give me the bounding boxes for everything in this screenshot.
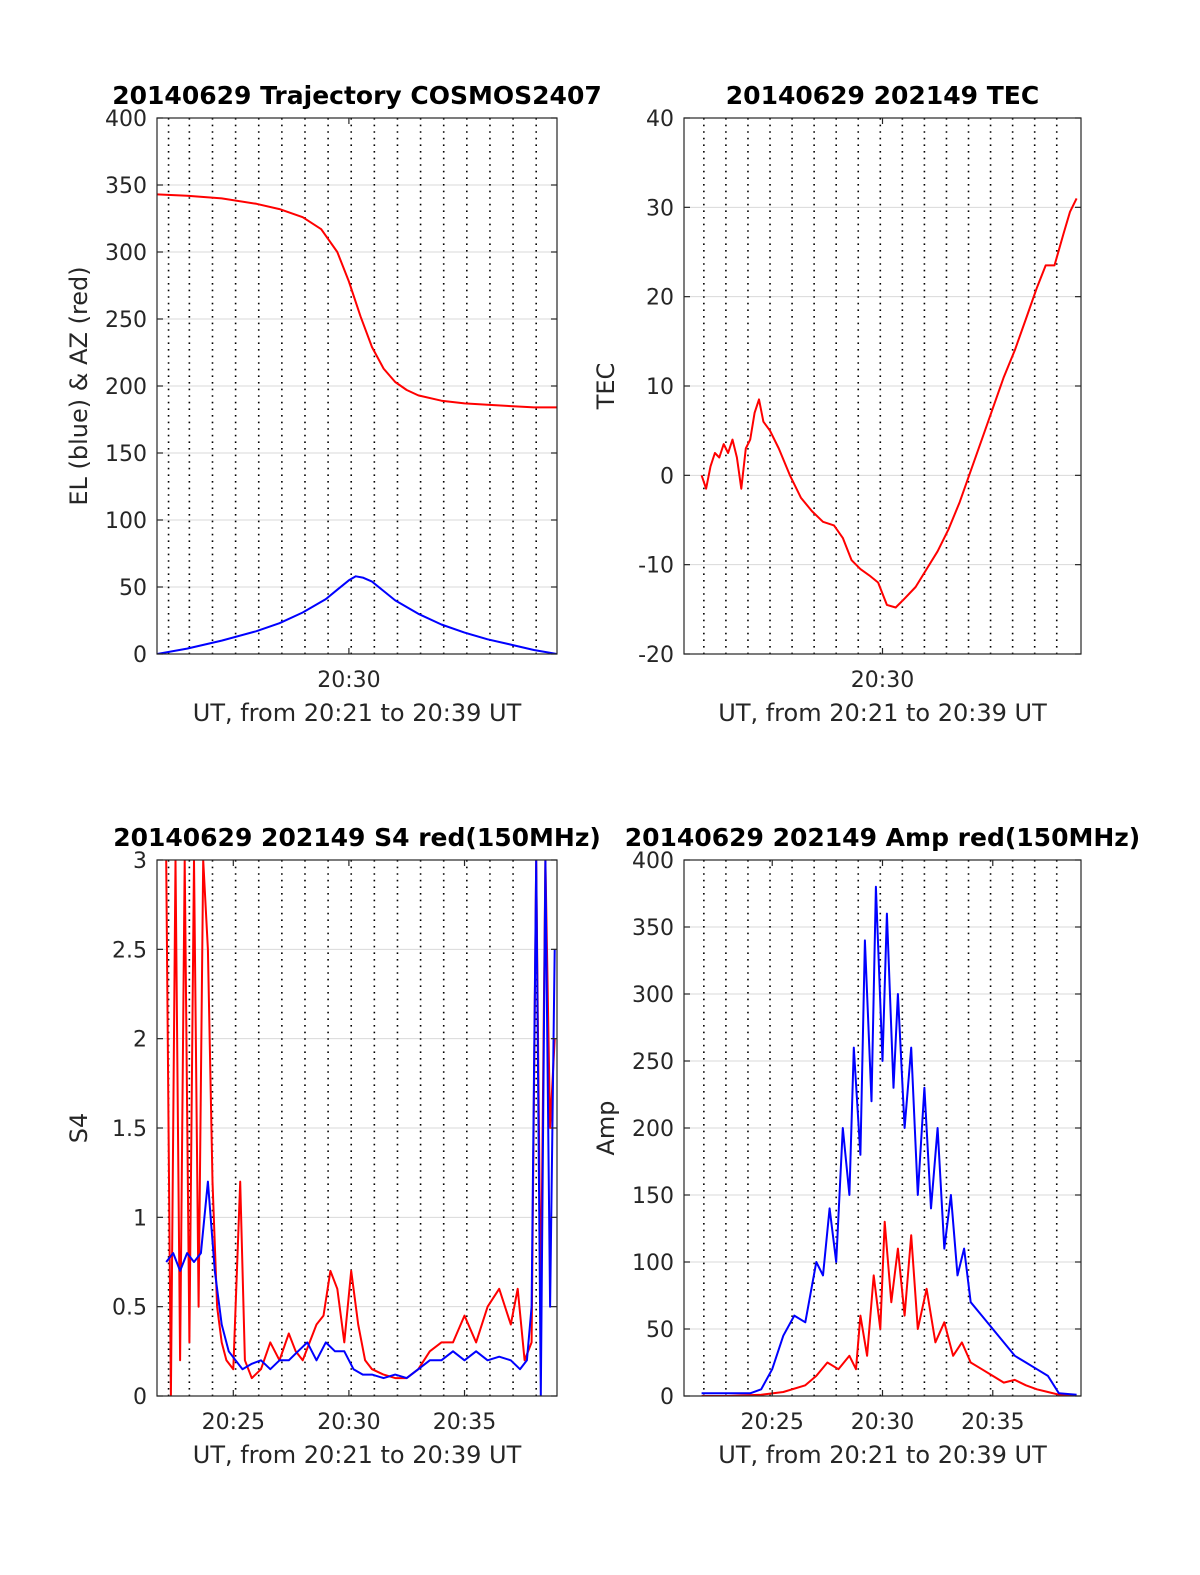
y-tick-label: 200	[105, 375, 147, 400]
chart-title: 20140629 Trajectory COSMOS2407	[112, 81, 602, 110]
y-tick-label: 2.5	[112, 938, 147, 963]
x-tick-label: 20:30	[851, 1410, 914, 1435]
x-axis-label: UT, from 20:21 to 20:39 UT	[193, 1441, 522, 1469]
x-axis-label: UT, from 20:21 to 20:39 UT	[718, 699, 1047, 727]
y-tick-label: 0	[660, 464, 674, 489]
x-tick-label: 20:35	[961, 1410, 1024, 1435]
series-line-1	[700, 197, 1078, 609]
x-axis-label: UT, from 20:21 to 20:39 UT	[193, 699, 522, 727]
y-tick-label: 250	[632, 1050, 674, 1075]
chart-panel-4: 0 50 100 150 200 250 300 350 400 20:25 20:30 20:35 2…	[592, 823, 1140, 1469]
chart-panel-1: 0 50 100 150 200 250 300 350 400 20:30 20140629 Tr…	[65, 81, 602, 727]
y-tick-label: 400	[632, 849, 674, 874]
y-tick-label: -20	[638, 643, 674, 668]
series-line-2	[165, 860, 556, 1396]
x-tick-label: 20:35	[433, 1410, 496, 1435]
y-tick-label: 0	[660, 1385, 674, 1410]
y-tick-label: 20	[646, 286, 674, 311]
y-tick-label: -10	[638, 554, 674, 579]
x-tick-label: 20:30	[851, 668, 914, 693]
y-tick-label: 30	[646, 196, 674, 221]
y-tick-label: 150	[105, 442, 147, 467]
y-axis-label: S4	[65, 1113, 93, 1144]
y-tick-label: 400	[105, 107, 147, 132]
x-tick-label: 20:30	[317, 668, 380, 693]
y-tick-label: 40	[646, 107, 674, 132]
series-line-1	[157, 193, 557, 409]
y-tick-label: 50	[119, 576, 147, 601]
series-line-2	[701, 885, 1077, 1396]
chart-title: 20140629 202149 TEC	[726, 81, 1039, 110]
series-line-1	[165, 860, 556, 1396]
y-tick-label: 10	[646, 375, 674, 400]
y-tick-label: 1.5	[112, 1117, 147, 1142]
x-axis-label: UT, from 20:21 to 20:39 UT	[718, 1441, 1047, 1469]
y-axis-label: EL (blue) & AZ (red)	[65, 266, 93, 505]
y-tick-label: 0	[133, 643, 147, 668]
y-tick-label: 100	[105, 509, 147, 534]
chart-panel-3: 0 0.5 1 1.5 2 2.5 3 20:25 20:30 20:35 20140629 202…	[65, 823, 601, 1469]
y-tick-label: 3	[133, 849, 147, 874]
y-tick-label: 300	[632, 983, 674, 1008]
chart-panel-2: -20 -10 0 10 20 30 40 20:30 20140629 202149 TEC U…	[592, 81, 1082, 727]
chart-title: 20140629 202149 Amp red(150MHz)	[625, 823, 1141, 852]
y-tick-label: 300	[105, 241, 147, 266]
chart-title: 20140629 202149 S4 red(150MHz)	[113, 823, 601, 852]
y-tick-label: 0.5	[112, 1296, 147, 1321]
y-axis-label: TEC	[592, 363, 620, 411]
series-line-1	[701, 1220, 1077, 1396]
x-tick-label: 20:25	[202, 1410, 265, 1435]
y-tick-label: 2	[133, 1028, 147, 1053]
x-tick-label: 20:25	[741, 1410, 804, 1435]
y-tick-label: 1	[133, 1206, 147, 1231]
y-axis-label: Amp	[592, 1100, 620, 1155]
x-tick-label: 20:30	[317, 1410, 380, 1435]
y-tick-label: 250	[105, 308, 147, 333]
y-tick-label: 200	[632, 1117, 674, 1142]
y-tick-label: 350	[632, 916, 674, 941]
y-tick-label: 150	[632, 1184, 674, 1209]
y-tick-label: 50	[646, 1318, 674, 1343]
y-tick-label: 0	[133, 1385, 147, 1410]
y-tick-label: 350	[105, 174, 147, 199]
series-line-2	[157, 575, 557, 654]
y-tick-label: 100	[632, 1251, 674, 1276]
